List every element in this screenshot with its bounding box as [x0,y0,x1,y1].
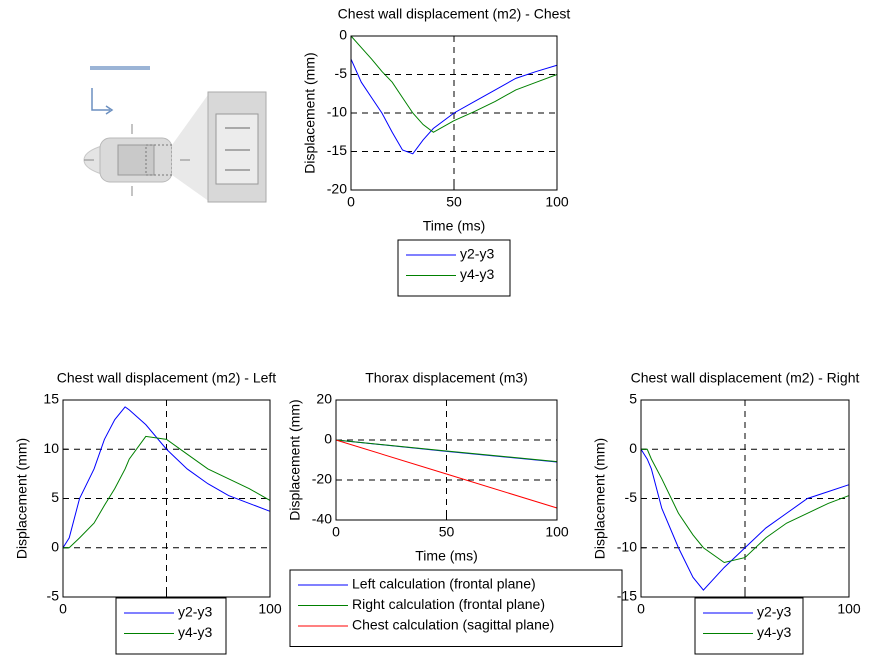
y-tick-label: -15 [617,588,637,604]
chart-title: Chest wall displacement (m2) - Left [57,370,277,386]
x-axis-label: Time (ms) [415,548,477,564]
y-tick-label: 5 [51,489,59,505]
series-line [640,448,850,591]
series-line [63,435,271,549]
legend: Left calculation (frontal plane) Right ca… [289,569,623,647]
series-line [350,58,558,155]
legend-label: y2-y3 [178,604,212,620]
y-tick-label: -40 [312,511,332,527]
y-axis-label: Displacement (mm) [14,438,30,559]
y-tick-label: 15 [43,391,59,407]
y-axis-label: Displacement (mm) [592,438,608,559]
legend-box [115,597,227,655]
x-axis-label: Time (ms) [423,218,485,234]
legend-label: Chest calculation (sagittal plane) [352,617,554,633]
legend: y2-y3 y4-y3 [694,597,804,655]
x-tick-label: 0 [59,601,67,617]
x-tick-label: 0 [637,601,645,617]
y-tick-label: -5 [47,588,60,604]
y-tick-label: -5 [625,489,638,505]
y-tick-label: -20 [327,181,347,197]
y-tick-label: -10 [327,104,347,120]
y-tick-label: 0 [339,27,347,43]
legend-box [289,569,623,647]
chart-title: Chest wall displacement (m2) - Chest [338,6,571,22]
series-line [335,439,558,509]
plot-frame [62,399,271,598]
chart: 0 50 100 -20 -15 -10 -5 0 Chest wall displacemen… [302,6,571,297]
chart: 0 50 100 -40 -20 0 20 Thorax displacement (m3) T… [287,370,623,647]
legend-label: Right calculation (frontal plane) [352,596,545,612]
y-tick-label: -20 [312,471,332,487]
y-tick-label: -5 [335,65,348,81]
x-tick-label: 50 [446,194,462,210]
x-tick-label: 100 [545,194,569,210]
illustration [83,66,267,203]
y-tick-label: 0 [629,440,637,456]
plot-frame [640,399,850,598]
legend: y2-y3 y4-y3 [115,597,227,655]
chart-title: Chest wall displacement (m2) - Right [631,370,860,386]
series-line [335,439,558,463]
x-tick-label: 50 [439,524,455,540]
y-axis-label: Displacement (mm) [287,399,303,520]
plot-frame [335,399,558,521]
legend: y2-y3 y4-y3 [397,239,511,297]
x-tick-label: 100 [545,524,569,540]
chart-title: Thorax displacement (m3) [365,370,528,386]
y-tick-label: -15 [327,142,347,158]
legend-label: y2-y3 [460,246,494,262]
series-line [641,448,850,564]
legend-label: y4-y3 [757,624,791,640]
legend-label: Left calculation (frontal plane) [352,576,536,592]
legend-label: y4-y3 [460,266,494,282]
x-tick-label: 0 [332,524,340,540]
legend-label: y4-y3 [178,624,212,640]
series-line [350,35,558,133]
y-tick-label: 0 [51,538,59,554]
x-tick-label: 100 [837,601,861,617]
y-tick-label: 0 [324,431,332,447]
y-tick-label: 10 [43,440,59,456]
legend-box [694,597,804,655]
plot-frame [350,35,558,191]
series-line [62,406,271,549]
y-tick-label: 5 [629,391,637,407]
y-axis-label: Displacement (mm) [302,52,318,173]
x-tick-label: 100 [258,601,282,617]
x-tick-label: 0 [347,194,355,210]
y-tick-label: 20 [316,391,332,407]
legend-label: y2-y3 [757,604,791,620]
y-tick-label: -10 [617,538,637,554]
legend-box [397,239,511,297]
